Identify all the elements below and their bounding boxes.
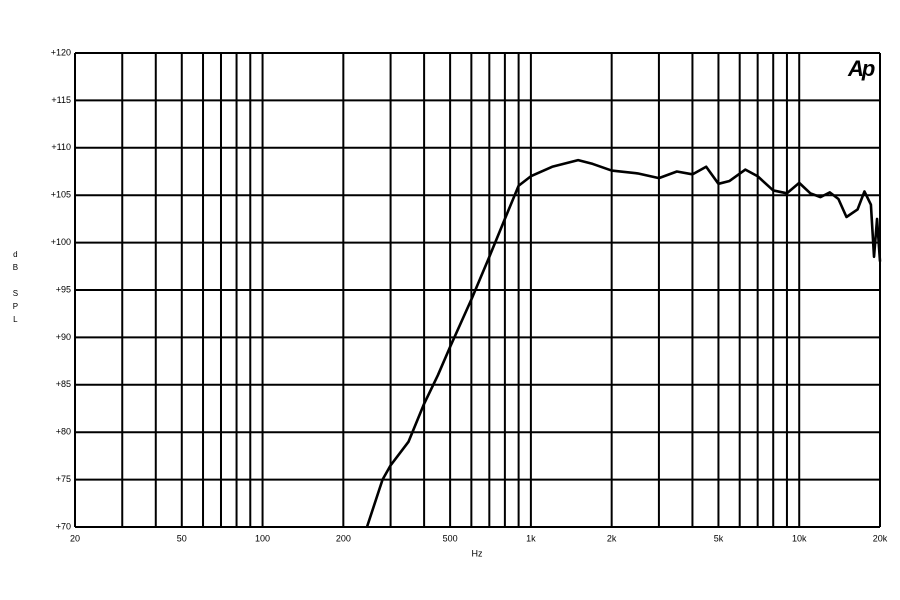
x-tick-label: 20 xyxy=(70,533,80,543)
y-tick-label: +90 xyxy=(56,332,71,342)
x-tick-label: 50 xyxy=(177,533,187,543)
y-axis-label: dB SPL xyxy=(11,250,20,328)
x-tick-label: 2k xyxy=(607,533,617,543)
y-tick-label: +70 xyxy=(56,521,71,531)
x-tick-label: 500 xyxy=(443,533,458,543)
y-tick-label: +110 xyxy=(51,142,71,152)
y-tick-label: +85 xyxy=(56,379,71,389)
x-axis-label: Hz xyxy=(472,548,483,558)
x-tick-label: 20k xyxy=(873,533,888,543)
y-tick-label: +115 xyxy=(51,95,71,105)
logo: Ap xyxy=(847,56,875,81)
y-tick-label: +75 xyxy=(56,474,71,484)
x-tick-label: 5k xyxy=(714,533,724,543)
x-tick-label: 10k xyxy=(792,533,807,543)
response-curve xyxy=(365,158,882,528)
y-tick-label: +100 xyxy=(51,237,71,247)
y-tick-label: +80 xyxy=(56,427,71,437)
x-tick-label: 1k xyxy=(526,533,536,543)
y-tick-label: +120 xyxy=(51,47,71,57)
x-tick-label: 200 xyxy=(336,533,351,543)
y-tick-label: +105 xyxy=(51,190,71,200)
y-tick-label: +95 xyxy=(56,284,71,294)
x-tick-label: 100 xyxy=(255,533,270,543)
